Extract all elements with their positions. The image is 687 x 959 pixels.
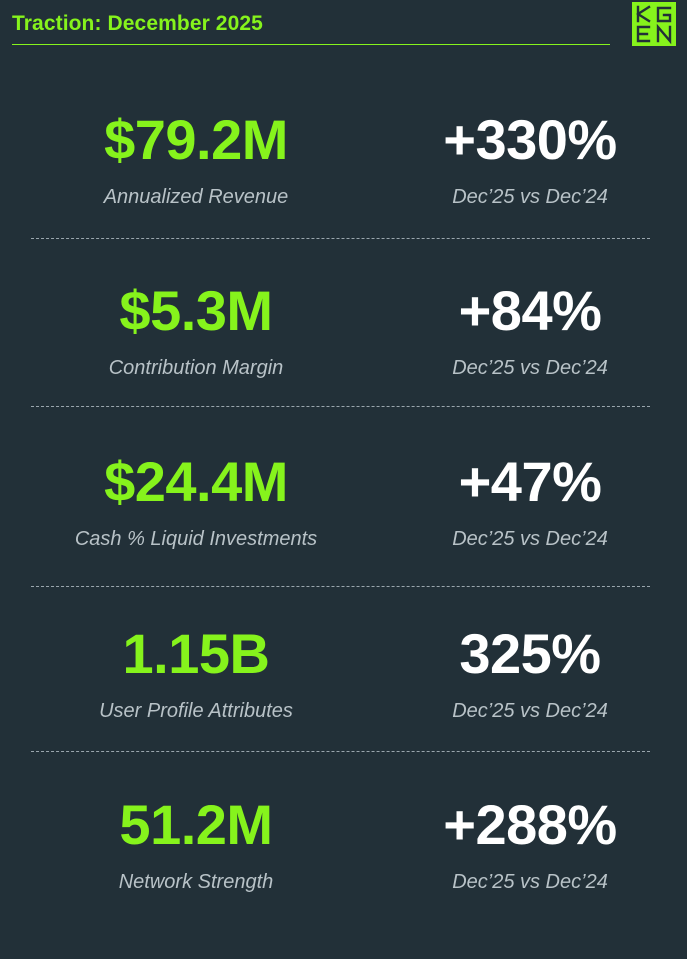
metric-change-value: +330% (443, 108, 617, 171)
metric-change-annualized-revenue: +330% Dec’25 vs Dec’24 (370, 108, 687, 208)
metric-comparison: Dec’25 vs Dec’24 (452, 528, 608, 550)
metric-annualized-revenue: $79.2M Annualized Revenue (36, 108, 356, 208)
kgen-logo-icon (636, 5, 672, 45)
metric-change-network-strength: +288% Dec’25 vs Dec’24 (370, 793, 687, 893)
metric-label: Network Strength (118, 871, 274, 893)
metric-label: Contribution Margin (108, 357, 284, 379)
metric-change-value: +288% (443, 793, 617, 856)
metric-value: $79.2M (104, 108, 288, 171)
metric-change-contribution-margin: +84% Dec’25 vs Dec’24 (370, 279, 687, 379)
row-divider (31, 406, 650, 407)
metric-cash-liquid-investments: $24.4M Cash % Liquid Investments (36, 450, 356, 550)
metric-change-value: 325% (459, 622, 601, 685)
metric-value: $5.3M (119, 279, 273, 342)
metric-value: $24.4M (104, 450, 288, 513)
metric-comparison: Dec’25 vs Dec’24 (452, 186, 608, 208)
metric-change-user-profile-attributes: 325% Dec’25 vs Dec’24 (370, 622, 687, 722)
metric-contribution-margin: $5.3M Contribution Margin (36, 279, 356, 379)
metric-value: 1.15B (122, 622, 270, 685)
metric-change-value: +84% (458, 279, 602, 342)
metric-change-value: +47% (458, 450, 602, 513)
metric-label: User Profile Attributes (99, 700, 293, 722)
metric-user-profile-attributes: 1.15B User Profile Attributes (36, 622, 356, 722)
metric-comparison: Dec’25 vs Dec’24 (452, 700, 608, 722)
row-divider (31, 751, 650, 752)
metric-network-strength: 51.2M Network Strength (36, 793, 356, 893)
metric-comparison: Dec’25 vs Dec’24 (452, 357, 608, 379)
metric-label: Cash % Liquid Investments (74, 528, 318, 550)
row-divider (31, 586, 650, 587)
metric-comparison: Dec’25 vs Dec’24 (452, 871, 608, 893)
metric-label: Annualized Revenue (103, 186, 289, 208)
row-divider (31, 238, 650, 239)
metric-value: 51.2M (119, 793, 273, 856)
kgen-logo (632, 2, 676, 46)
metric-change-cash-liquid-investments: +47% Dec’25 vs Dec’24 (370, 450, 687, 550)
title-underline (12, 44, 610, 45)
page-title: Traction: December 2025 (12, 12, 263, 35)
